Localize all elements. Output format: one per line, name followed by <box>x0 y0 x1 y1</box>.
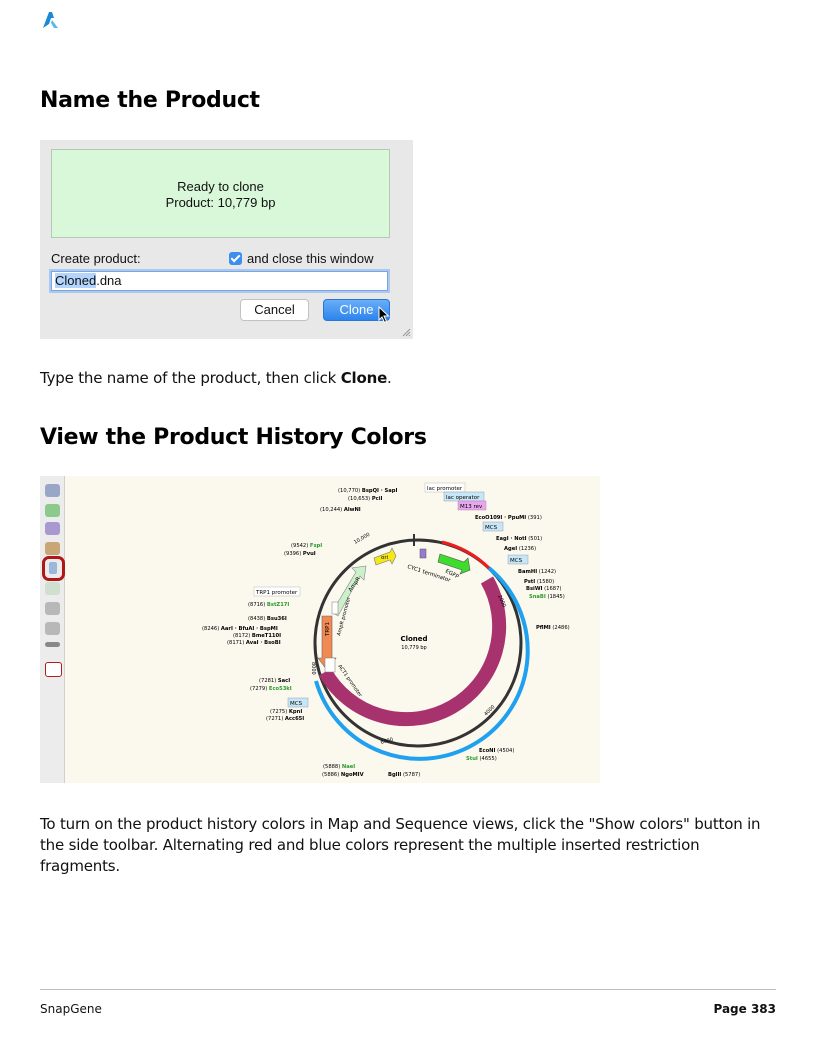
act1-promoter-feature <box>324 657 336 673</box>
site-pcii: (10,653) PciI <box>348 496 383 502</box>
site-bsiwi: BsiWI (1687) <box>526 586 561 592</box>
site-eco53ki: (7279) Eco53kI <box>250 686 292 692</box>
site-labels-right: BglII (5787) EcoO109I · PpuMI (391) EagI… <box>388 515 570 778</box>
site-aari: (8246) AarI · BfuAI · BspMI <box>202 626 278 632</box>
map-center-name: Cloned <box>400 635 427 643</box>
tick-10000: 10,000 <box>353 532 371 546</box>
ampr-feature <box>331 565 367 617</box>
toolbar-features-icon[interactable] <box>45 504 60 517</box>
ampr-promoter-feature <box>331 601 339 615</box>
label-trp1: TRP1 <box>325 622 331 637</box>
site-bspqi: (10,770) BspQI · SapI <box>338 488 397 494</box>
label-ori: ori <box>381 555 389 561</box>
ori-feature <box>373 547 397 566</box>
site-ngomiv: (5886) NgoMIV <box>322 772 364 778</box>
site-pvui: (9396) PvuI <box>284 551 316 557</box>
site-pflmi: PflMI (2486) <box>536 625 570 631</box>
show-colors-button-highlight[interactable] <box>42 556 65 581</box>
site-bsu36i: (8438) Bsu36I <box>248 616 287 622</box>
toolbar-translate-icon[interactable] <box>45 602 60 615</box>
site-snabi: SnaBI (1845) <box>529 594 565 600</box>
site-bstz17i: (8716) BstZ17I <box>248 602 289 608</box>
mouse-cursor-icon <box>378 306 390 324</box>
label-m13-rev: M13 rev <box>460 504 483 510</box>
ready-status-text: Ready to clone <box>177 179 264 194</box>
label-mcs-3: MCS <box>290 701 303 707</box>
site-bmet110i: (8172) BmeT110I <box>233 633 281 639</box>
resize-grip-icon[interactable] <box>402 328 411 337</box>
ascl7-orf-arc <box>318 576 507 727</box>
side-toolbar <box>40 476 65 783</box>
tick-2000: 2000 <box>496 594 507 608</box>
cyc1-terminator-feature <box>419 548 427 559</box>
site-bglii: BglII (5787) <box>388 772 420 778</box>
site-fspi: (9542) FspI <box>291 543 322 549</box>
toolbar-enzymes-icon[interactable] <box>45 582 60 595</box>
label-mcs-2: MCS <box>510 558 523 564</box>
close-window-checkbox[interactable]: and close this window <box>229 251 373 266</box>
label-trp1-promoter: TRP1 promoter <box>255 590 298 596</box>
tick-8000: 8000 <box>310 662 316 675</box>
instruction-show-colors: To turn on the product history colors in… <box>40 815 761 875</box>
para1-end: . <box>387 369 392 387</box>
site-ecoo109i: EcoO109I · PpuMI (391) <box>475 515 542 521</box>
label-lac-operator: lac operator <box>446 495 480 501</box>
close-window-label: and close this window <box>247 251 374 266</box>
footer-page-number: Page 383 <box>713 1002 776 1016</box>
site-labels-left: (10,770) BspQI · SapI (10,653) PciI (10,… <box>202 488 397 778</box>
toolbar-primers-icon[interactable] <box>45 522 60 535</box>
plasmid-map-screenshot: ori CYC1 terminator EGFP Ascl7 AmpR AmpR… <box>40 476 600 783</box>
tick-6000: 6000 <box>380 737 394 746</box>
site-psti: PstI (1580) <box>524 579 554 585</box>
label-lac-promoter: lac promoter <box>427 486 463 492</box>
site-alwni: (10,244) AlwNI <box>320 507 361 513</box>
toolbar-map-icon[interactable] <box>45 484 60 497</box>
heading-name-the-product: Name the Product <box>40 88 260 113</box>
site-stui: StuI (4655) <box>466 756 497 762</box>
para1-bold-clone: Clone <box>340 369 388 387</box>
site-naei: (5888) NaeI <box>323 764 355 770</box>
plasmid-backbone <box>313 538 523 748</box>
site-saci: (7281) SacI <box>259 678 290 684</box>
snapgene-logo <box>43 12 58 28</box>
toolbar-line-icon[interactable] <box>45 642 60 647</box>
footer-app-name: SnapGene <box>40 1002 102 1016</box>
site-kpni: (7275) KpnI <box>270 709 302 715</box>
create-product-label: Create product: <box>51 251 141 266</box>
map-center-size: 10,779 bp <box>401 645 426 651</box>
toolbar-sequence-icon[interactable] <box>45 662 62 677</box>
toolbar-numbers-icon[interactable] <box>45 622 60 635</box>
para1-text: Type the name of the product, then click <box>40 369 341 387</box>
clone-button[interactable]: Clone <box>323 299 390 321</box>
plasmid-map-svg: ori CYC1 terminator EGFP Ascl7 AmpR AmpR… <box>202 482 570 778</box>
clone-dialog-screenshot: Ready to clone Product: 10,779 bp Create… <box>40 140 413 339</box>
product-size-text: Product: 10,779 bp <box>165 195 276 210</box>
site-econi: EcoNI (4504) <box>479 748 514 754</box>
name-extension-text: .dna <box>96 273 122 288</box>
footer-divider <box>40 989 776 990</box>
toolbar-orfs-icon[interactable] <box>45 542 60 555</box>
site-agei: AgeI (1236) <box>504 546 536 552</box>
site-avai: (8171) AvaI · BsoBI <box>227 640 281 646</box>
product-name-input[interactable]: Cloned.dna <box>51 271 388 291</box>
egfp-feature <box>437 553 471 575</box>
selected-name-text: Cloned <box>55 273 97 288</box>
red-fragment-arc <box>441 540 491 570</box>
checkmark-icon <box>229 252 242 265</box>
instruction-type-name: Type the name of the product, then click… <box>40 368 780 389</box>
cancel-button[interactable]: Cancel <box>240 299 309 321</box>
heading-view-history-colors: View the Product History Colors <box>40 425 427 450</box>
blue-fragment-arc <box>314 566 530 761</box>
label-mcs-1: MCS <box>485 525 498 531</box>
show-colors-icon <box>49 562 57 574</box>
site-bamhi: BamHI (1242) <box>518 569 556 575</box>
ready-status-box: Ready to clone Product: 10,779 bp <box>51 149 390 238</box>
site-acc65i: (7271) Acc65I <box>266 716 304 722</box>
site-eagi: EagI · NotI (501) <box>496 536 542 542</box>
